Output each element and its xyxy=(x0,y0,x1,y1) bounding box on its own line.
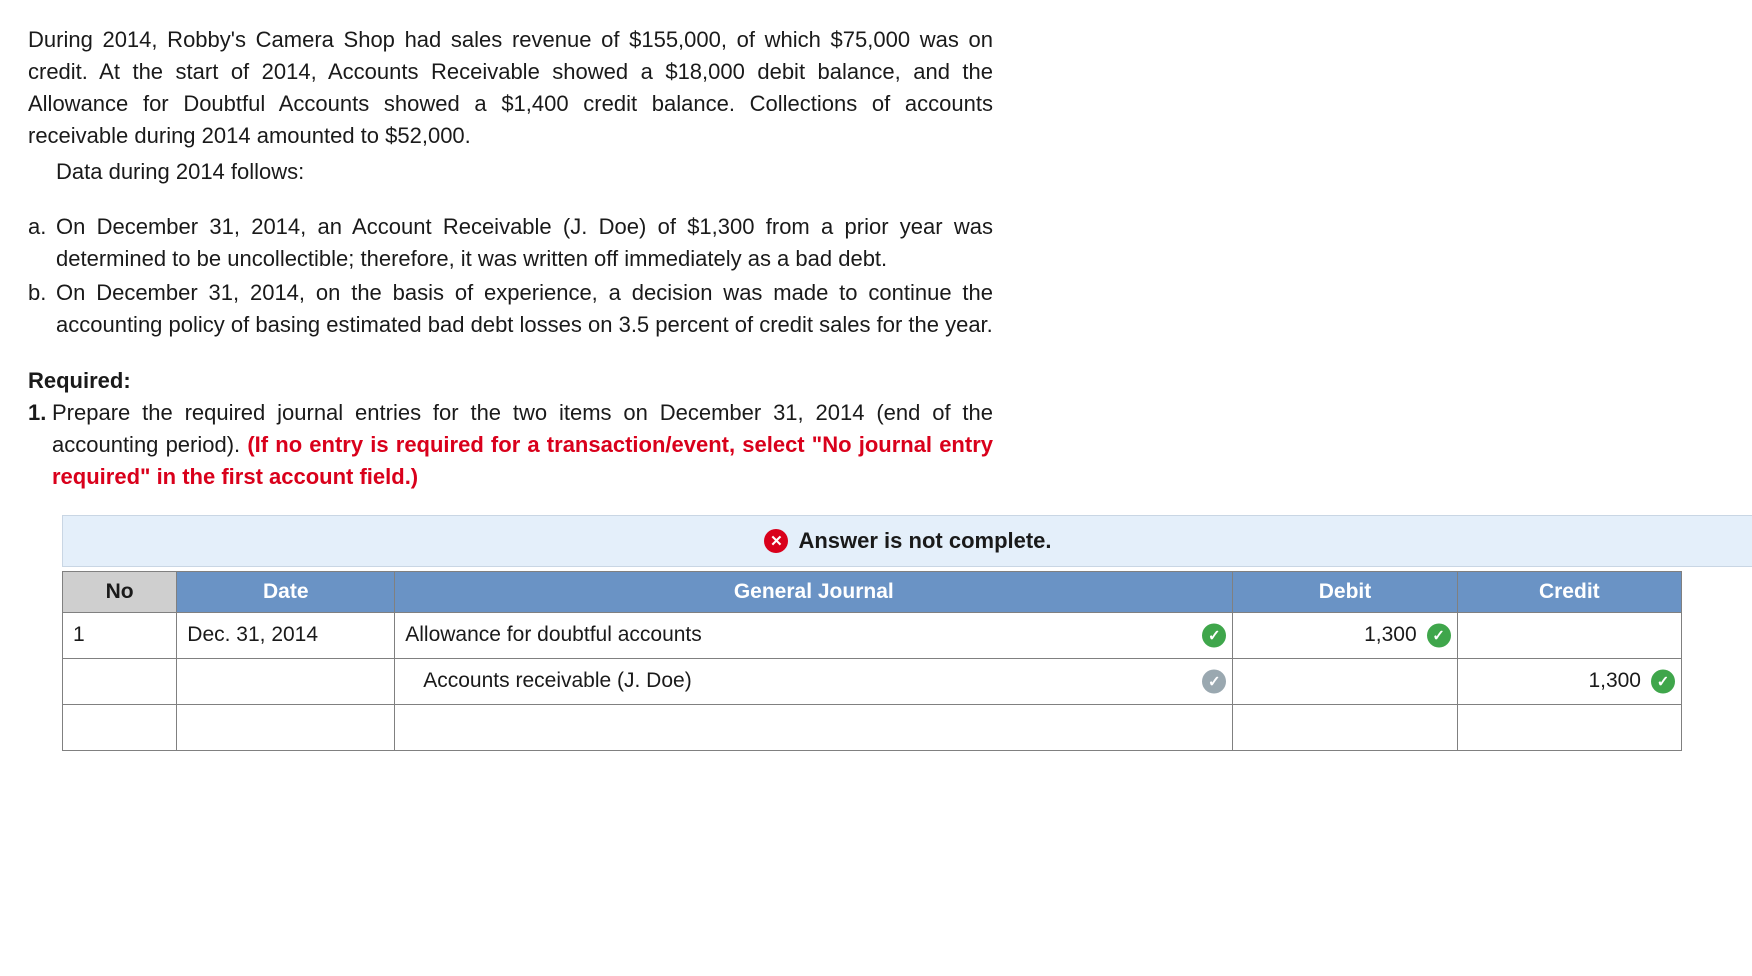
cell-debit[interactable] xyxy=(1233,704,1457,750)
check-icon: ✓ xyxy=(1427,624,1451,648)
check-icon: ✓ xyxy=(1651,670,1675,694)
col-header-date: Date xyxy=(177,571,395,612)
col-header-debit: Debit xyxy=(1233,571,1457,612)
table-row: Accounts receivable (J. Doe) ✓ 1,300 ✓ xyxy=(63,658,1682,704)
question-block: During 2014, Robby's Camera Shop had sal… xyxy=(28,24,993,493)
debit-text: 1,300 xyxy=(1364,623,1417,646)
check-icon: ✓ xyxy=(1202,624,1226,648)
cell-credit[interactable] xyxy=(1457,612,1681,658)
credit-text: 1,300 xyxy=(1588,669,1641,692)
list-item: a. On December 31, 2014, an Account Rece… xyxy=(28,211,993,275)
col-header-gj: General Journal xyxy=(395,571,1233,612)
journal-table: No Date General Journal Debit Credit 1De… xyxy=(62,571,1682,751)
cell-account[interactable]: Accounts receivable (J. Doe) ✓ xyxy=(395,658,1233,704)
cell-account[interactable]: Allowance for doubtful accounts ✓ xyxy=(395,612,1233,658)
table-header-row: No Date General Journal Debit Credit xyxy=(63,571,1682,612)
answer-status-banner: ✕ Answer is not complete. xyxy=(62,515,1752,567)
cell-no[interactable]: 1 xyxy=(63,612,177,658)
list-content: On December 31, 2014, on the basis of ex… xyxy=(56,277,993,341)
intro-paragraph: During 2014, Robby's Camera Shop had sal… xyxy=(28,24,993,152)
cell-credit[interactable] xyxy=(1457,704,1681,750)
check-icon: ✓ xyxy=(1202,670,1226,694)
cell-debit[interactable]: 1,300 ✓ xyxy=(1233,612,1457,658)
list-content: On December 31, 2014, an Account Receiva… xyxy=(56,211,993,275)
required-marker: 1. xyxy=(28,397,52,493)
cell-date[interactable] xyxy=(177,658,395,704)
required-item: 1. Prepare the required journal entries … xyxy=(28,397,993,493)
data-follows-line: Data during 2014 follows: xyxy=(28,156,993,188)
cell-credit[interactable]: 1,300 ✓ xyxy=(1457,658,1681,704)
cell-no[interactable] xyxy=(63,658,177,704)
table-row: 1Dec. 31, 2014Allowance for doubtful acc… xyxy=(63,612,1682,658)
list-marker: b. xyxy=(28,277,56,341)
list-item: b. On December 31, 2014, on the basis of… xyxy=(28,277,993,341)
cell-debit[interactable] xyxy=(1233,658,1457,704)
required-heading: Required: xyxy=(28,365,993,397)
item-list: a. On December 31, 2014, an Account Rece… xyxy=(28,211,993,341)
cell-account[interactable] xyxy=(395,704,1233,750)
col-header-no: No xyxy=(63,571,177,612)
list-marker: a. xyxy=(28,211,56,275)
account-text: Accounts receivable (J. Doe) xyxy=(423,669,691,692)
account-text: Allowance for doubtful accounts xyxy=(405,623,702,646)
table-row xyxy=(63,704,1682,750)
col-header-credit: Credit xyxy=(1457,571,1681,612)
cross-icon: ✕ xyxy=(764,529,788,553)
cell-no[interactable] xyxy=(63,704,177,750)
cell-date[interactable]: Dec. 31, 2014 xyxy=(177,612,395,658)
cell-date[interactable] xyxy=(177,704,395,750)
required-content: Prepare the required journal entries for… xyxy=(52,397,993,493)
answer-status-text: Answer is not complete. xyxy=(798,528,1051,554)
